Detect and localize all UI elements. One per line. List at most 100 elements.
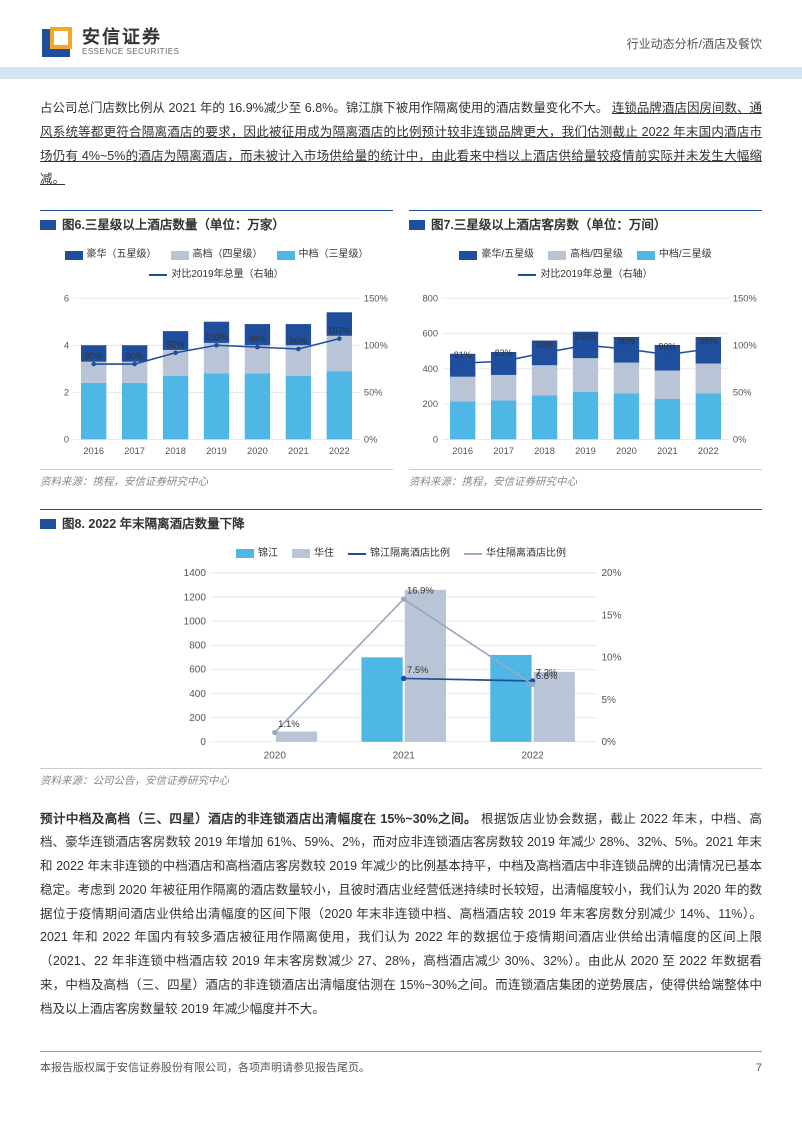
logo-block: 安信证券 ESSENCE SECURITIES [40,25,179,59]
svg-text:800: 800 [422,293,438,303]
svg-text:2020: 2020 [247,446,268,456]
title-accent [409,220,425,230]
svg-text:2022: 2022 [521,750,544,761]
svg-text:20%: 20% [601,568,621,579]
svg-text:0: 0 [64,434,69,444]
svg-text:400: 400 [422,364,438,374]
svg-text:92%: 92% [167,340,185,350]
page-header: 安信证券 ESSENCE SECURITIES 行业动态分析/酒店及餐饮 [40,0,762,67]
svg-text:90%: 90% [659,341,677,351]
title-accent [40,220,56,230]
svg-text:83%: 83% [495,348,513,358]
svg-text:107%: 107% [328,325,351,335]
svg-text:98%: 98% [249,334,267,344]
svg-text:2019: 2019 [206,446,227,456]
svg-text:92%: 92% [536,340,554,350]
legend-item: 中档/三星级 [637,247,712,263]
svg-text:15%: 15% [601,610,621,621]
svg-text:2016: 2016 [452,446,473,456]
svg-text:400: 400 [189,689,206,700]
footer-page-number: 7 [756,1060,762,1078]
svg-text:2022: 2022 [698,446,719,456]
svg-text:1000: 1000 [183,616,206,627]
svg-text:1.1%: 1.1% [278,719,300,730]
svg-text:1400: 1400 [183,568,206,579]
svg-text:96%: 96% [618,336,636,346]
chart7-legend: 豪华/五星级高档/四星级中档/三星级对比2019年总量（右轴） [409,241,762,285]
svg-text:0: 0 [433,434,438,444]
svg-text:6: 6 [64,293,69,303]
chart8-source: 资料来源：公司公告，安信证券研究中心 [40,768,762,804]
svg-text:2021: 2021 [392,750,415,761]
svg-text:16.9%: 16.9% [407,585,434,596]
svg-text:600: 600 [422,329,438,339]
svg-text:150%: 150% [733,293,757,303]
svg-text:2022: 2022 [329,446,350,456]
chart6-legend: 豪华（五星级）高档（四星级）中档（三星级）对比2019年总量（右轴） [40,241,393,285]
chart8-wrap: 图8. 2022 年末隔离酒店数量下降 锦江华住锦江隔离酒店比例华住隔离酒店比例… [40,509,762,804]
conclusion-paragraph: 预计中档及高档（三、四星）酒店的非连锁酒店出清幅度在 15%~30%之间。 根据… [40,808,762,1022]
chart8-block: 锦江华住锦江隔离酒店比例华住隔离酒店比例 0200400600800100012… [156,540,647,764]
chart6-canvas: 0 2 4 6 0% 50% 100% 150% 2016 2017 2018 2019 2020 202… [40,285,393,465]
svg-text:96%: 96% [699,336,717,346]
chart6-title: 图6.三星级以上酒店数量（单位：万家） [62,215,285,235]
intro-plain: 占公司总门店数比例从 2021 年的 16.9%减少至 6.8%。锦江旗下被用作… [40,101,608,115]
legend-item: 豪华/五星级 [459,247,534,263]
svg-text:100%: 100% [733,340,757,350]
intro-paragraph: 占公司总门店数比例从 2021 年的 16.9%减少至 6.8%。锦江旗下被用作… [40,97,762,192]
title-accent [40,519,56,529]
legend-item: 对比2019年总量（右轴） [149,267,283,283]
chart8-title-bar: 图8. 2022 年末隔离酒店数量下降 [40,509,762,540]
legend-item: 高档/四星级 [548,247,623,263]
svg-text:96%: 96% [290,336,308,346]
svg-text:600: 600 [189,665,206,676]
legend-item: 华住 [292,546,334,562]
company-name-en: ESSENCE SECURITIES [82,48,179,57]
svg-text:4: 4 [64,340,69,350]
svg-text:5%: 5% [601,695,616,706]
chart-row-6-7: 图6.三星级以上酒店数量（单位：万家） 豪华（五星级）高档（四星级）中档（三星级… [40,210,762,505]
svg-text:6.8%: 6.8% [535,671,557,682]
svg-text:80%: 80% [85,351,103,361]
svg-text:0: 0 [200,737,206,748]
svg-text:200: 200 [422,399,438,409]
chart8-title: 图8. 2022 年末隔离酒店数量下降 [62,514,245,534]
legend-item: 高档（四星级） [171,247,263,263]
svg-text:0%: 0% [601,737,616,748]
svg-text:100%: 100% [364,340,388,350]
chart6-title-bar: 图6.三星级以上酒店数量（单位：万家） [40,210,393,241]
svg-text:0%: 0% [364,434,377,444]
company-logo-icon [40,25,74,59]
chart7-title: 图7.三星级以上酒店客房数（单位：万间） [431,215,666,235]
svg-text:81%: 81% [454,350,472,360]
svg-text:2016: 2016 [83,446,104,456]
svg-text:0%: 0% [733,434,746,444]
header-band [0,67,802,79]
conclusion-body: 根据饭店业协会数据，截止 2022 年末，中档、高档、豪华连锁酒店客房数较 20… [40,812,762,1016]
svg-text:2017: 2017 [124,446,145,456]
svg-text:2018: 2018 [534,446,555,456]
footer-copyright: 本报告版权属于安信证券股份有限公司，各项声明请参见报告尾页。 [40,1060,370,1078]
chart7-block: 图7.三星级以上酒店客房数（单位：万间） 豪华/五星级高档/四星级中档/三星级对… [409,210,762,505]
page-footer: 本报告版权属于安信证券股份有限公司，各项声明请参见报告尾页。 7 [40,1051,762,1078]
svg-text:2019: 2019 [575,446,596,456]
svg-text:80%: 80% [126,351,144,361]
svg-text:50%: 50% [364,387,383,397]
svg-text:200: 200 [189,713,206,724]
legend-item: 锦江 [236,546,278,562]
svg-text:2: 2 [64,387,69,397]
svg-text:150%: 150% [364,293,388,303]
svg-text:100%: 100% [205,332,228,342]
chart6-block: 图6.三星级以上酒店数量（单位：万家） 豪华（五星级）高档（四星级）中档（三星级… [40,210,393,505]
legend-item: 豪华（五星级） [65,247,157,263]
svg-text:2018: 2018 [165,446,186,456]
chart7-canvas: 02004006008000%50%100%150%20162017201820… [409,285,762,465]
svg-text:2021: 2021 [288,446,309,456]
svg-text:2020: 2020 [616,446,637,456]
chart7-source: 资料来源：携程，安信证券研究中心 [409,469,762,505]
chart8-legend: 锦江华住锦江隔离酒店比例华住隔离酒店比例 [156,540,647,564]
svg-text:800: 800 [189,640,206,651]
svg-text:2017: 2017 [493,446,514,456]
svg-text:10%: 10% [601,652,621,663]
legend-item: 华住隔离酒店比例 [464,546,566,562]
